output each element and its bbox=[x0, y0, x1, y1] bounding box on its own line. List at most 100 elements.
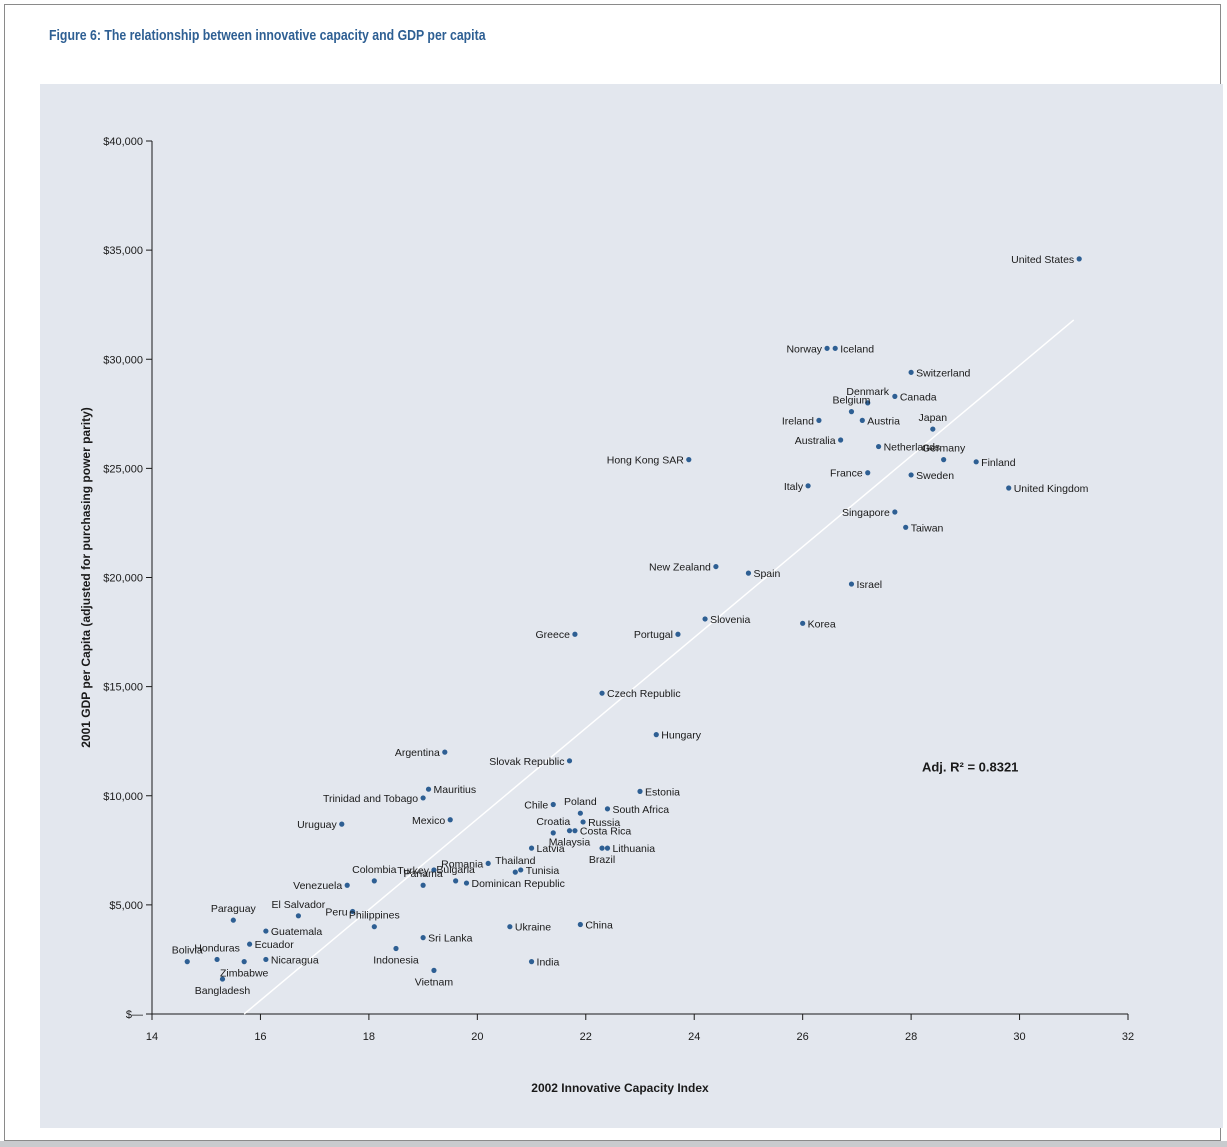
point-label: Brazil bbox=[589, 854, 615, 866]
data-point bbox=[214, 956, 220, 963]
point-label: Dominican Republic bbox=[471, 878, 564, 890]
point-label: Japan bbox=[918, 412, 947, 424]
data-point bbox=[219, 976, 226, 982]
axes: 14 16 18 20 22 24 26 28 30 32 $— $5,000 $10,000 $15,0… bbox=[103, 136, 1134, 1043]
point-label: Canada bbox=[900, 391, 937, 403]
data-point bbox=[431, 967, 437, 973]
point-label: Austria bbox=[867, 415, 900, 427]
point-label: Malaysia bbox=[549, 837, 591, 849]
point-label: Ukraine bbox=[515, 922, 551, 934]
scatter-chart: 14 16 18 20 22 24 26 28 30 32 $— $5,000 $10,000 $15,0… bbox=[79, 136, 1134, 1095]
trendline bbox=[243, 319, 1075, 1015]
data-point bbox=[1076, 256, 1082, 262]
point-label: Greece bbox=[535, 629, 570, 641]
point-label: United Kingdom bbox=[1014, 483, 1089, 495]
data-point bbox=[892, 509, 898, 515]
point-label: Zimbabwe bbox=[220, 968, 269, 980]
data-point bbox=[431, 867, 437, 873]
data-point bbox=[599, 690, 605, 696]
point-label: Guatemala bbox=[271, 926, 323, 938]
data-point bbox=[973, 459, 979, 465]
data-point bbox=[463, 880, 470, 886]
point-label: Ecuador bbox=[255, 939, 295, 951]
data-point bbox=[528, 959, 535, 965]
data-point bbox=[420, 935, 426, 941]
y-tick-label: $25,000 bbox=[103, 463, 143, 475]
point-label: Honduras bbox=[194, 942, 240, 954]
point-label: Russia bbox=[588, 817, 620, 829]
y-tick-label: $15,000 bbox=[103, 682, 143, 694]
point-label: Korea bbox=[808, 618, 836, 630]
data-point bbox=[805, 483, 811, 489]
data-point bbox=[941, 457, 947, 463]
point-label: New Zealand bbox=[649, 562, 711, 574]
data-point bbox=[848, 581, 855, 587]
data-point bbox=[892, 393, 898, 399]
point-label: Germany bbox=[922, 443, 966, 455]
data-point bbox=[485, 860, 491, 867]
y-tick-label: $20,000 bbox=[103, 573, 143, 585]
x-tick-label: 24 bbox=[688, 1031, 700, 1043]
point-label: Argentina bbox=[395, 747, 440, 759]
point-label: Estonia bbox=[645, 786, 680, 798]
x-tick-label: 14 bbox=[146, 1031, 158, 1043]
point-label: Peru bbox=[325, 906, 347, 918]
point-label: Iceland bbox=[840, 343, 874, 355]
data-point bbox=[848, 409, 855, 415]
data-point bbox=[675, 631, 681, 637]
point-label: Philippines bbox=[349, 910, 400, 922]
data-point bbox=[875, 443, 882, 450]
data-point bbox=[903, 524, 909, 530]
data-point bbox=[393, 945, 399, 952]
point-label: Panama bbox=[404, 868, 443, 880]
data-point bbox=[824, 345, 830, 351]
data-point bbox=[577, 810, 583, 816]
point-label: Colombia bbox=[352, 864, 397, 876]
point-label: Bangladesh bbox=[195, 985, 251, 997]
data-point bbox=[577, 921, 583, 928]
data-point bbox=[263, 928, 269, 934]
data-point bbox=[339, 821, 345, 827]
data-point bbox=[425, 786, 432, 792]
point-label: Mauritius bbox=[434, 784, 477, 796]
point-label: Netherlands bbox=[884, 442, 941, 454]
x-tick-label: 20 bbox=[471, 1031, 483, 1043]
points-group: United States Norway Iceland Switzerland Den… bbox=[172, 254, 1089, 997]
data-point bbox=[572, 631, 578, 637]
data-point bbox=[344, 882, 350, 888]
point-label: France bbox=[830, 468, 863, 480]
data-point bbox=[686, 457, 692, 463]
point-label: Chile bbox=[524, 799, 548, 811]
data-point bbox=[713, 563, 719, 570]
data-point bbox=[930, 426, 936, 432]
data-point bbox=[507, 924, 513, 930]
point-label: Romania bbox=[441, 858, 483, 870]
y-tick-label: $30,000 bbox=[103, 354, 143, 366]
point-label: Paraguay bbox=[211, 903, 257, 915]
data-point bbox=[566, 758, 573, 764]
point-label: Bolivia bbox=[172, 945, 203, 957]
point-label: Spain bbox=[753, 568, 780, 580]
data-point bbox=[702, 616, 708, 622]
data-point bbox=[550, 830, 556, 836]
y-tick-label: $5,000 bbox=[109, 900, 143, 912]
data-point bbox=[371, 924, 377, 930]
x-tick-label: 28 bbox=[905, 1031, 917, 1043]
data-point bbox=[550, 801, 556, 808]
point-label: Bulgaria bbox=[436, 864, 475, 876]
data-point bbox=[599, 845, 605, 851]
chart-panel: 14 16 18 20 22 24 26 28 30 32 $— $5,000 $10,000 $15,0… bbox=[40, 84, 1223, 1128]
data-point bbox=[512, 869, 518, 875]
point-label: Tunisia bbox=[526, 865, 560, 877]
point-label: Denmark bbox=[846, 386, 889, 398]
data-point bbox=[572, 828, 578, 834]
point-label: Poland bbox=[564, 796, 597, 808]
data-point bbox=[420, 882, 426, 888]
x-tick-label: 26 bbox=[797, 1031, 809, 1043]
x-tick-label: 32 bbox=[1122, 1031, 1134, 1043]
point-label: Czech Republic bbox=[607, 688, 681, 700]
data-point bbox=[241, 959, 247, 965]
data-point bbox=[745, 570, 752, 576]
data-point bbox=[604, 806, 611, 812]
data-point bbox=[263, 956, 269, 963]
